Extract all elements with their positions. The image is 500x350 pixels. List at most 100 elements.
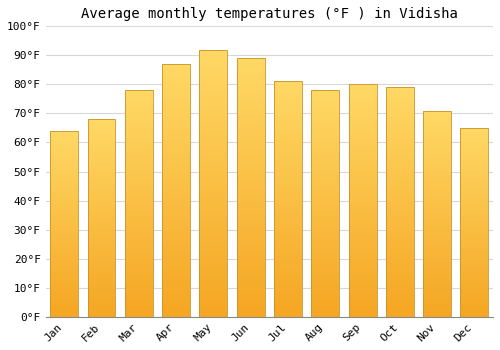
Bar [236,203,264,205]
Bar [423,302,451,304]
Bar [50,276,78,278]
Bar [274,173,302,176]
Bar [125,312,153,315]
Bar [200,76,228,79]
Bar [162,170,190,173]
Bar [200,261,228,263]
Bar [125,126,153,129]
Bar [386,97,414,99]
Bar [50,162,78,164]
Bar [236,211,264,214]
Bar [200,183,228,186]
Bar [423,111,451,113]
Bar [50,149,78,151]
Bar [236,275,264,278]
Bar [236,76,264,79]
Bar [88,309,116,311]
Bar [236,190,264,193]
Bar [200,178,228,181]
Bar [312,145,339,147]
Bar [460,128,488,317]
Bar [50,309,78,311]
Bar [50,146,78,148]
Bar [460,234,488,236]
Bar [125,138,153,140]
Bar [386,202,414,204]
Bar [312,90,339,92]
Bar [348,108,376,110]
Bar [50,131,78,133]
Bar [125,111,153,113]
Bar [460,139,488,141]
Bar [236,94,264,97]
Bar [50,246,78,248]
Bar [236,291,264,294]
Bar [200,98,228,100]
Bar [236,74,264,76]
Bar [236,58,264,317]
Bar [423,261,451,263]
Bar [162,254,190,256]
Bar [312,222,339,224]
Bar [423,298,451,300]
Bar [125,167,153,169]
Bar [200,132,228,135]
Bar [125,195,153,197]
Bar [460,184,488,187]
Bar [312,140,339,142]
Bar [312,278,339,281]
Bar [125,281,153,283]
Bar [236,244,264,247]
Bar [348,112,376,114]
Bar [460,253,488,254]
Bar [236,97,264,100]
Bar [274,230,302,232]
Bar [50,220,78,222]
Bar [162,196,190,198]
Bar [386,179,414,181]
Bar [348,301,376,303]
Bar [236,66,264,69]
Bar [236,237,264,239]
Bar [386,135,414,138]
Bar [274,296,302,298]
Bar [312,281,339,283]
Bar [200,212,228,215]
Bar [348,226,376,229]
Bar [423,263,451,265]
Bar [162,168,190,170]
Bar [386,253,414,255]
Bar [162,289,190,292]
Bar [88,270,116,271]
Bar [386,113,414,115]
Bar [125,95,153,97]
Bar [200,295,228,298]
Bar [236,257,264,260]
Bar [386,90,414,92]
Bar [274,145,302,147]
Bar [312,215,339,217]
Bar [274,288,302,291]
Bar [312,106,339,108]
Bar [125,303,153,306]
Bar [200,269,228,271]
Bar [348,187,376,189]
Bar [200,162,228,164]
Bar [162,238,190,241]
Bar [162,84,190,87]
Bar [386,190,414,193]
Bar [200,82,228,84]
Bar [348,315,376,317]
Bar [125,186,153,188]
Bar [200,207,228,210]
Bar [348,201,376,203]
Bar [386,218,414,220]
Bar [125,265,153,267]
Bar [348,159,376,161]
Bar [423,185,451,187]
Bar [162,122,190,125]
Bar [236,294,264,296]
Bar [236,128,264,131]
Bar [386,204,414,206]
Bar [236,278,264,281]
